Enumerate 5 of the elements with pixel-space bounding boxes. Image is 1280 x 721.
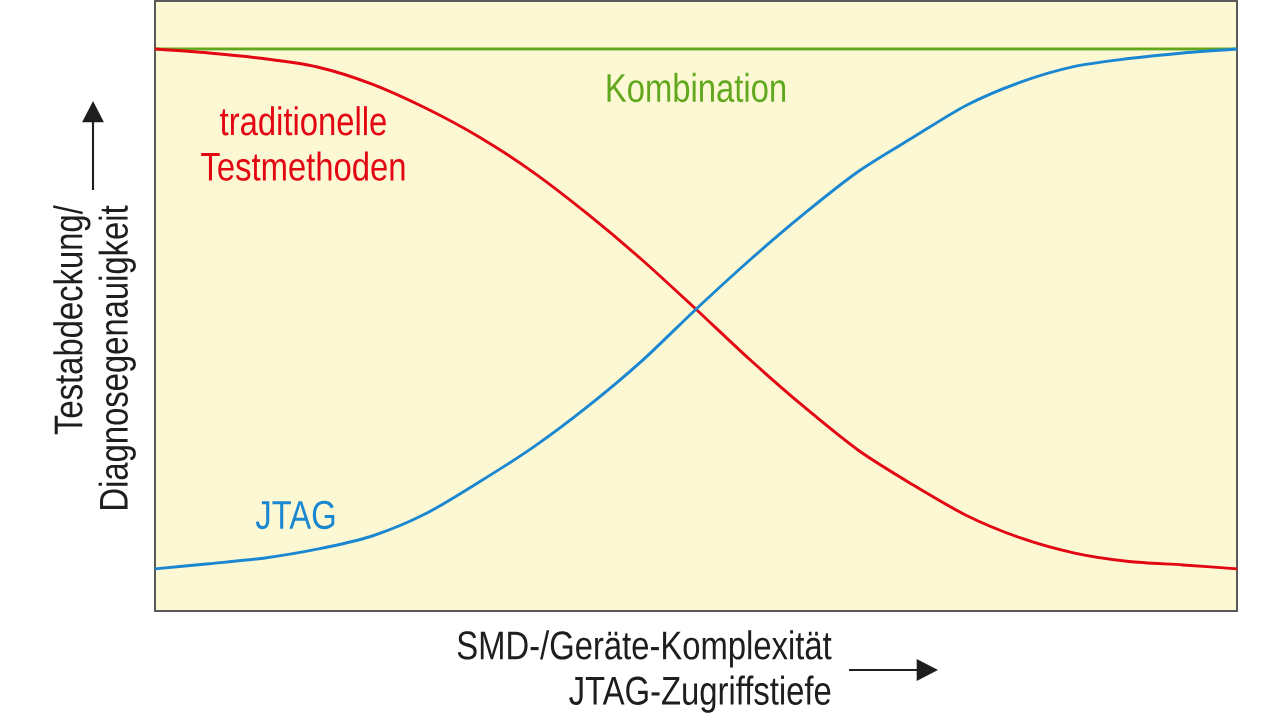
y-axis-title: Testabdeckung/ Diagnosegenauigkeit: [53, 205, 136, 509]
series-label: JTAG: [255, 500, 335, 530]
series-label: Kombination: [607, 72, 786, 103]
series-label: traditionelle Testmethoden: [201, 106, 405, 181]
x-axis-title: SMD-/Geräte-Komplexität JTAG-Zugriffstiefe: [457, 630, 832, 713]
